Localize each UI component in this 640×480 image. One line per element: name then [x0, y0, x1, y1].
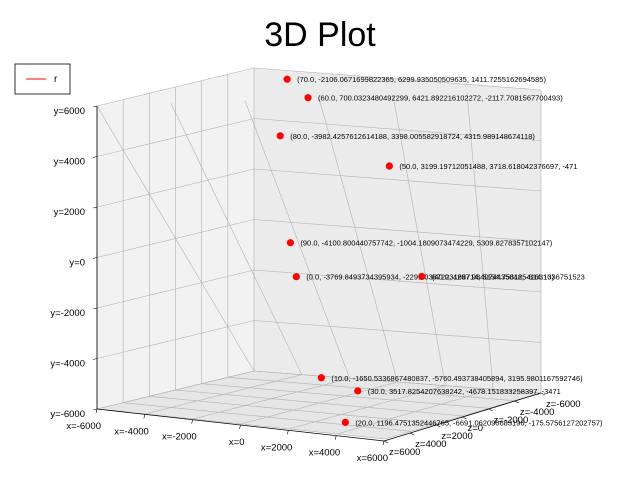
x-tick-label: x=6000	[357, 453, 388, 464]
x-tick-mark	[143, 414, 146, 419]
scatter-point	[341, 418, 349, 426]
point-label: (20.0, 1196.4751352446765, -6691.0620906…	[355, 418, 603, 427]
scatter-point	[283, 75, 291, 83]
y-tick-label: y=4000	[54, 157, 85, 168]
z-tick-label: z=-4000	[520, 407, 555, 418]
z-gridline	[253, 68, 542, 394]
y-tick-label: y=0	[69, 258, 85, 269]
point-label: (90.0, -4100.800440757742, -1004.1809073…	[300, 239, 552, 248]
z-tick-mark	[383, 440, 389, 444]
z-tick-mark	[540, 392, 546, 396]
chart-title: 3D Plot	[264, 16, 376, 54]
scatter-point	[292, 273, 300, 281]
point-label: (60.0, 700.0323480492299, 6421.892216102…	[318, 94, 563, 103]
y-tick-mark	[92, 307, 98, 310]
y-tick-label: y=6000	[54, 106, 85, 117]
x-tick-mark	[191, 419, 193, 424]
z-tick-label: z=0	[468, 423, 484, 434]
scatter-point	[317, 374, 325, 382]
z-tick-mark	[436, 424, 441, 428]
point-label: (30.0, 3517.8254207638242, -4678.1518332…	[368, 387, 561, 396]
y-gridline	[96, 67, 542, 107]
scatter-point	[276, 132, 284, 140]
y-tick-label: y=-2000	[50, 308, 85, 319]
point-label: (0.0, -3769.8493734395934, -2291.0367223…	[306, 273, 554, 282]
z-tick-label: z=-6000	[546, 399, 581, 410]
scatter-point	[286, 239, 294, 247]
data-points: (0.0, -3769.8493734395934, -2291.0367223…	[276, 75, 603, 427]
scatter-point	[385, 162, 393, 170]
y-tick-label: y=-4000	[50, 359, 85, 370]
scatter-point	[418, 272, 426, 281]
z-tick-label: z=-2000	[494, 415, 529, 426]
legend-label: r	[54, 74, 58, 85]
z-tick-label: z=6000	[389, 447, 420, 458]
point-label: (70.0, -2106.0671699822365, 6299.9350505…	[297, 75, 546, 84]
x-tick-label: x=4000	[309, 448, 340, 459]
x-tick-mark	[382, 440, 385, 446]
point-label: (50.0, 3199.19712051488, 3718.6180423766…	[399, 162, 577, 171]
z-tick-label: z=2000	[441, 431, 472, 442]
y-tick-mark	[92, 105, 98, 108]
point-label: (10.0, -1650.5336867480837, -5760.493738…	[331, 374, 583, 383]
y-tick-mark	[92, 408, 98, 411]
z-tick-mark	[514, 400, 519, 404]
x-tick-label: x=-2000	[162, 432, 197, 443]
gridlines	[96, 67, 542, 440]
y-tick-mark	[92, 206, 98, 209]
floor-pane	[97, 371, 541, 439]
y-tick-label: y=-6000	[50, 409, 85, 420]
legend: r	[14, 63, 71, 95]
x-tick-label: x=0	[229, 437, 245, 448]
x-tick-label: x=-4000	[114, 426, 149, 437]
y-tick-mark	[92, 257, 98, 259]
y-tick-mark	[92, 358, 98, 360]
z-tick-mark	[462, 416, 467, 420]
x-tick-mark	[334, 435, 337, 440]
y-tick-label: y=2000	[54, 207, 85, 218]
z-tick-label: z=4000	[415, 439, 446, 450]
x-tick-mark	[239, 424, 241, 430]
x-tick-mark	[95, 408, 98, 414]
scatter-point	[354, 387, 362, 395]
tick-labels: x=-6000 x=-4000 x=-2000 x=0 x=2000 x=4000 x=60…	[50, 105, 581, 464]
x-tick-label: x=-6000	[66, 421, 101, 432]
scatter-point	[304, 94, 312, 102]
z-tick-mark	[488, 408, 493, 412]
point-label: (80.0, -3982.4257612614188, 3398.0055829…	[290, 132, 535, 141]
x-tick-label: x=2000	[261, 442, 292, 453]
z-gridline	[227, 74, 516, 401]
y-tick-mark	[92, 156, 98, 158]
x-tick-mark	[287, 430, 289, 435]
z-tick-mark	[410, 432, 415, 436]
point-label: (40.0, 4297.984074435048, -614.103675152…	[432, 272, 585, 281]
